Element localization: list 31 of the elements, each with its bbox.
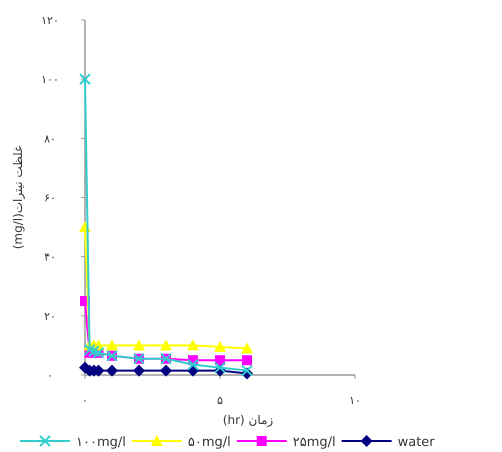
point bbox=[106, 364, 118, 377]
point bbox=[79, 73, 91, 86]
point bbox=[160, 364, 172, 377]
x-axis-title: زمان (hr) bbox=[222, 413, 274, 427]
x-tick-label: ۱۰ bbox=[349, 394, 361, 407]
legend-label: ۲۵mg/l bbox=[292, 435, 336, 450]
point bbox=[187, 339, 199, 350]
y-tick-label: ۱۲۰ bbox=[41, 14, 59, 27]
point bbox=[160, 339, 172, 350]
point bbox=[214, 362, 226, 374]
point bbox=[88, 345, 100, 358]
x-tick-label: ۵ bbox=[217, 394, 224, 407]
y-tick-label: ۲۰ bbox=[44, 310, 56, 323]
y-tick-label: ۶۰ bbox=[44, 192, 56, 204]
legend-label: ۱۰۰mg/l bbox=[76, 435, 126, 450]
point bbox=[242, 355, 252, 366]
point bbox=[241, 364, 253, 377]
y-axis-title: غلظت نیترات(mg/l) bbox=[11, 146, 25, 250]
y-tick-label: ۰ bbox=[47, 369, 53, 382]
y-tick-label: ۴۰ bbox=[44, 250, 56, 264]
legend-label: water bbox=[398, 435, 436, 450]
point bbox=[106, 339, 118, 350]
point bbox=[187, 358, 199, 371]
point bbox=[214, 340, 226, 352]
point bbox=[133, 364, 145, 377]
point bbox=[133, 339, 145, 350]
legend-label: ۵۰mg/l bbox=[188, 435, 231, 450]
y-tick-label: ۸۰ bbox=[44, 132, 56, 146]
x-tick-label: ۰ bbox=[82, 394, 88, 407]
point bbox=[241, 342, 253, 354]
y-tick-label: ۱۰۰ bbox=[41, 73, 59, 86]
